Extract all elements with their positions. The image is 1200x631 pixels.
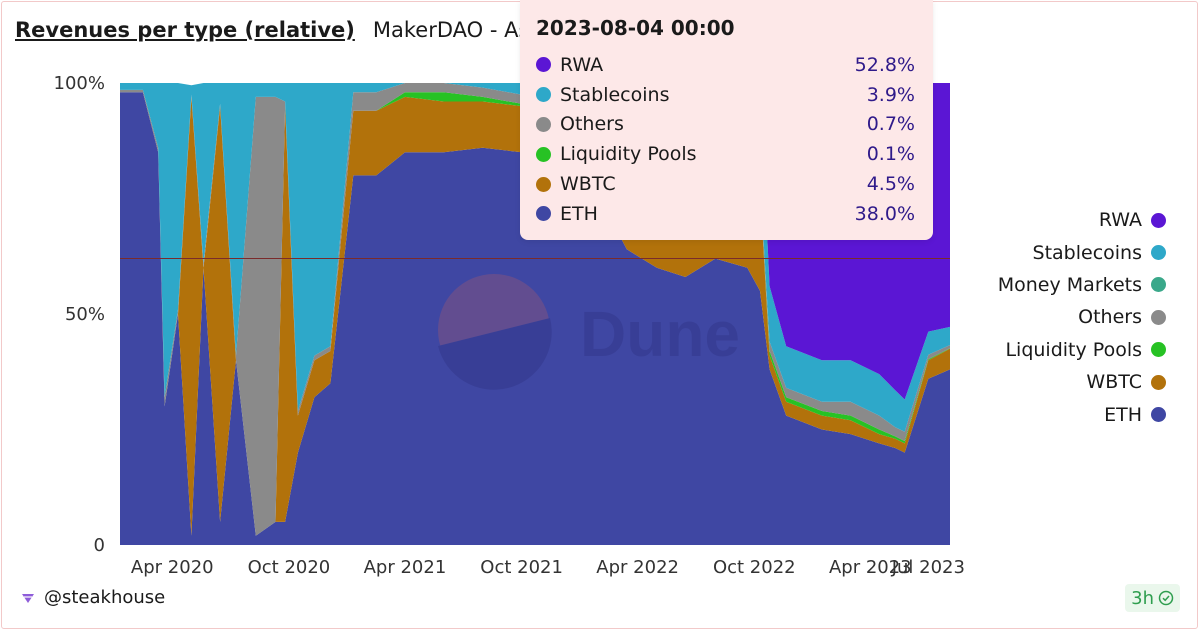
legend-swatch [1151,407,1166,423]
legend-item-wbtc[interactable]: WBTC [998,366,1166,398]
x-tick-label: Apr 2021 [364,557,447,578]
legend: RWA Stablecoins Money Markets Others Liquidi… [998,204,1166,431]
legend-item-eth[interactable]: ETH [998,398,1166,430]
legend-swatch [1151,212,1166,228]
tooltip-swatch [536,57,551,73]
legend-label: Money Markets [997,273,1142,296]
tooltip-swatch [536,176,551,192]
author-handle: @steakhouse [44,587,166,608]
x-axis: Apr 2020 Oct 2020 Apr 2021 Oct 2021 Apr 2022… [131,557,965,578]
legend-item-rwa[interactable]: RWA [998,204,1166,236]
y-axis: 0 50% 100% [54,73,105,556]
legend-swatch [1151,374,1166,390]
dune-watermark: Dune [438,274,740,390]
tooltip-series-value: 0.1% [866,143,915,166]
legend-item-liquidity-pools[interactable]: Liquidity Pools [998,334,1166,366]
tooltip-row-wbtc: WBTC 4.5% [536,169,915,199]
tooltip-series-value: 4.5% [866,173,915,196]
legend-item-stablecoins[interactable]: Stablecoins [998,236,1166,268]
tooltip-row-others: Others 0.7% [536,110,915,140]
x-tick-label: Oct 2020 [248,557,331,578]
chart-header: Revenues per type (relative) MakerDAO - … [15,18,572,48]
check-circle-icon [1158,590,1174,606]
x-tick-label: Apr 2023 [829,557,912,578]
legend-label: Others [1078,306,1142,329]
legend-label: ETH [1104,403,1142,426]
author[interactable]: @steakhouse [20,587,165,608]
refresh-age: 3h [1131,587,1154,609]
dune-logo-circle [438,274,550,386]
tooltip-series-value: 3.9% [866,83,915,106]
dune-watermark-text: Dune [580,298,740,370]
tooltip-row-eth: ETH 38.0% [536,199,915,229]
steakhouse-logo-icon [22,593,34,603]
area-stablecoins[interactable] [120,83,950,432]
x-tick-label: Oct 2021 [480,557,563,578]
tooltip-swatch [536,146,551,162]
tooltip-series-label: WBTC [560,173,616,196]
y-tick-label: 0 [94,535,105,556]
tooltip-series-value: 52.8% [854,53,915,76]
x-tick-label: Apr 2022 [596,557,679,578]
tooltip-series-label: Others [560,113,624,136]
tooltip-row-liquidity-pools: Liquidity Pools 0.1% [536,139,915,169]
tooltip-series-label: Liquidity Pools [560,143,697,166]
legend-swatch [1151,342,1166,358]
legend-label: WBTC [1086,371,1142,394]
dune-logo-slice [438,318,552,390]
area-eth[interactable] [120,92,950,545]
hover-tooltip: 2023-08-04 00:00 RWA 52.8% Stablecoins 3.9%… [520,0,933,240]
tooltip-rows: RWA 52.8% Stablecoins 3.9% Others 0.7% Liquidi… [536,50,915,229]
y-tick-label: 50% [65,304,105,325]
legend-item-money-markets[interactable]: Money Markets [998,269,1166,301]
legend-swatch [1151,309,1166,325]
tooltip-date: 2023-08-04 00:00 [536,16,735,40]
legend-swatch [1151,245,1166,261]
x-tick-label: Jul 2023 [891,557,965,578]
y-tick-label: 100% [54,73,105,94]
tooltip-series-label: ETH [560,202,598,225]
legend-label: RWA [1098,209,1142,232]
legend-label: Liquidity Pools [1005,338,1142,361]
tooltip-swatch [536,116,551,132]
tooltip-series-value: 38.0% [854,202,915,225]
chart-title-link[interactable]: Revenues per type (relative) [15,18,355,42]
tooltip-row-stablecoins: Stablecoins 3.9% [536,80,915,110]
tooltip-series-value: 0.7% [866,113,915,136]
x-tick-label: Apr 2020 [131,557,214,578]
legend-item-others[interactable]: Others [998,301,1166,333]
tooltip-series-label: Stablecoins [560,83,670,106]
refresh-badge[interactable]: 3h [1125,584,1180,612]
tooltip-series-label: RWA [560,53,604,76]
tooltip-swatch [536,206,551,222]
legend-swatch [1151,277,1166,293]
x-tick-label: Oct 2022 [713,557,796,578]
legend-label: Stablecoins [1032,241,1142,264]
tooltip-row-rwa: RWA 52.8% [536,50,915,80]
tooltip-swatch [536,87,551,103]
